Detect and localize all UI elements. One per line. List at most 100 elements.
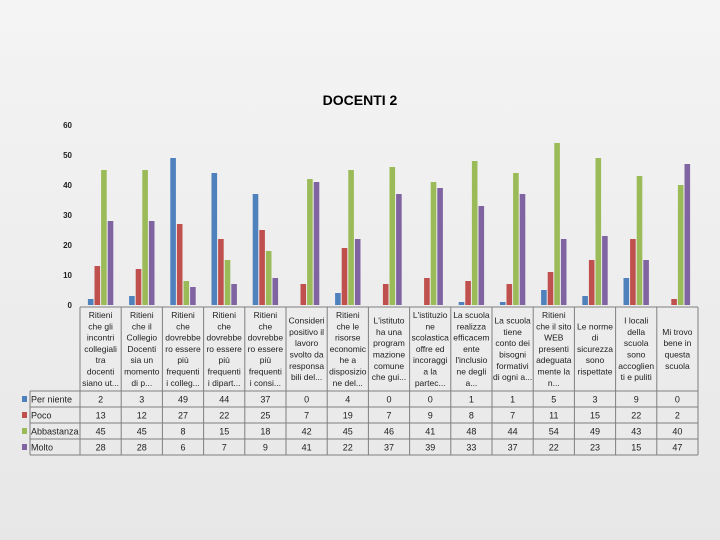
data-value: 19 xyxy=(343,411,353,421)
data-value: 1 xyxy=(510,395,515,405)
bar xyxy=(499,302,506,305)
data-value: 7 xyxy=(386,411,391,421)
bar xyxy=(677,185,684,305)
data-value: 3 xyxy=(139,395,144,405)
bar xyxy=(396,194,402,305)
bar xyxy=(541,290,547,305)
bar xyxy=(354,239,361,305)
bar xyxy=(101,170,107,305)
bar xyxy=(519,194,526,305)
bar xyxy=(382,284,389,305)
bar xyxy=(135,269,142,305)
bar xyxy=(588,260,595,305)
data-value: 12 xyxy=(137,411,147,421)
bar xyxy=(437,188,443,305)
legend-label: Per niente xyxy=(31,395,72,405)
data-value: 23 xyxy=(590,443,600,453)
category-label: L'istituzio ne scolastica offre ed incoraggi… xyxy=(412,310,450,388)
bar xyxy=(348,170,354,305)
data-value: 3 xyxy=(592,395,597,405)
data-value: 46 xyxy=(384,427,394,437)
bar xyxy=(142,170,148,305)
bar xyxy=(458,302,465,305)
legend-swatch xyxy=(22,428,27,434)
bar xyxy=(671,299,677,305)
data-value: 39 xyxy=(425,443,435,453)
bar xyxy=(595,158,602,305)
data-value: 8 xyxy=(180,427,185,437)
data-value: 9 xyxy=(634,395,639,405)
data-value: 42 xyxy=(302,427,312,437)
category-label: Ritieni che dovrebbe ro essere più frequenti i… xyxy=(248,310,284,388)
data-value: 45 xyxy=(137,427,147,437)
bar xyxy=(623,278,630,305)
data-value: 47 xyxy=(672,443,682,453)
data-value: 40 xyxy=(672,427,682,437)
data-value: 7 xyxy=(510,411,515,421)
data-value: 15 xyxy=(631,443,641,453)
bar xyxy=(560,239,567,305)
bar xyxy=(389,167,396,305)
category-label: Ritieni che dovrebbe ro essere più frequenti i… xyxy=(206,310,242,388)
data-value: 9 xyxy=(263,443,268,453)
data-value: 27 xyxy=(178,411,188,421)
data-value: 8 xyxy=(469,411,474,421)
bar xyxy=(94,266,101,305)
category-label: La scuola tiene conto dei bisogni formativi d… xyxy=(493,316,532,383)
category-label: Ritieni che il sito WEB presenti adeguata men… xyxy=(536,310,572,388)
bar xyxy=(129,296,135,305)
bar xyxy=(183,281,190,305)
data-value: 54 xyxy=(549,427,559,437)
bar xyxy=(513,173,519,305)
data-value: 15 xyxy=(219,427,229,437)
bar xyxy=(148,221,155,305)
data-value: 28 xyxy=(137,443,147,453)
bar xyxy=(218,239,224,305)
data-value: 44 xyxy=(219,395,229,405)
data-value: 0 xyxy=(428,395,433,405)
bar xyxy=(554,143,560,305)
category-label: La scuola realizza efficacem ente l'inclusio… xyxy=(453,310,490,388)
bar xyxy=(190,287,196,305)
bar xyxy=(335,293,341,305)
legend-label: Molto xyxy=(31,443,53,453)
bar xyxy=(211,173,218,305)
bar xyxy=(341,248,348,305)
bar xyxy=(107,221,114,305)
data-value: 22 xyxy=(219,411,229,421)
bar xyxy=(471,161,478,305)
y-tick-label: 20 xyxy=(63,241,72,250)
bar xyxy=(252,194,259,305)
data-value: 45 xyxy=(343,427,353,437)
bar xyxy=(300,284,307,305)
bar xyxy=(465,281,471,305)
bar xyxy=(259,230,265,305)
data-value: 15 xyxy=(590,411,600,421)
data-value: 49 xyxy=(590,427,600,437)
category-label: Consideri positivo il lavoro svolto da respo… xyxy=(289,316,325,383)
legend-swatch xyxy=(22,396,27,402)
bar xyxy=(582,296,588,305)
bar xyxy=(307,179,313,305)
chart-title: DOCENTI 2 xyxy=(322,92,398,108)
legend-swatch xyxy=(22,412,27,418)
data-value: 9 xyxy=(428,411,433,421)
bar xyxy=(87,299,94,305)
data-value: 0 xyxy=(675,395,680,405)
data-value: 37 xyxy=(508,443,518,453)
bar xyxy=(272,278,279,305)
data-value: 41 xyxy=(425,427,435,437)
y-tick-label: 40 xyxy=(63,181,72,190)
category-label: Mi trovo bene in questa scuola xyxy=(662,327,693,371)
data-value: 45 xyxy=(96,427,106,437)
data-value: 28 xyxy=(96,443,106,453)
category-label: Ritieni che dovrebbe ro essere più frequenti i… xyxy=(165,310,201,388)
data-value: 41 xyxy=(302,443,312,453)
bar xyxy=(231,284,237,305)
data-value: 2 xyxy=(98,395,103,405)
bar xyxy=(424,278,430,305)
category-label: L'istituto ha una program mazione comune che … xyxy=(372,316,407,383)
data-value: 48 xyxy=(466,427,476,437)
bar xyxy=(630,239,636,305)
